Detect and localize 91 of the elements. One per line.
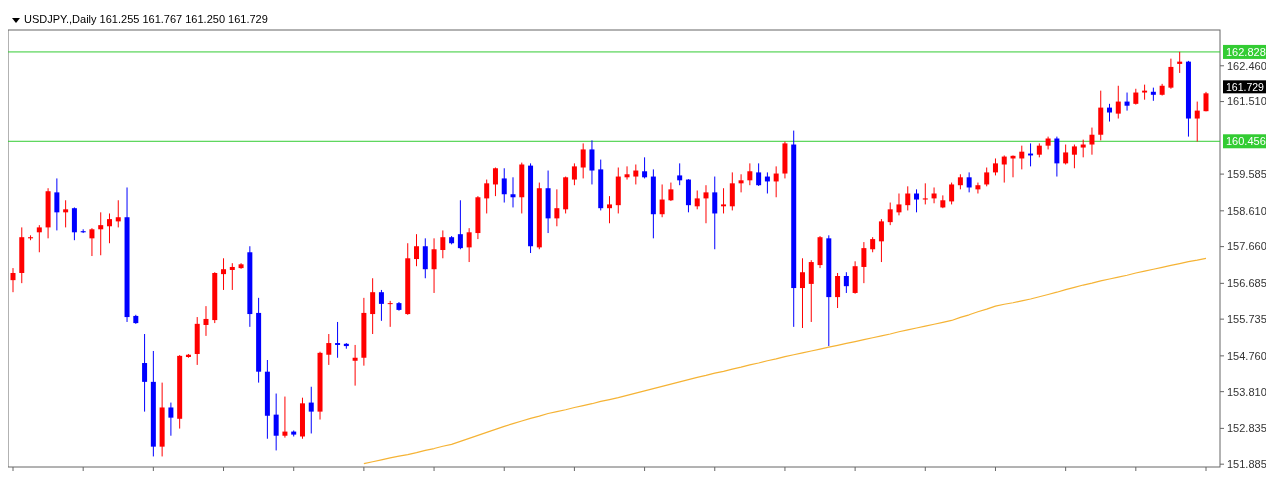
candlestick bbox=[843, 271, 849, 294]
y-tick-label: 155.735 bbox=[1227, 312, 1267, 325]
candlestick bbox=[808, 259, 814, 323]
ref-line-label: 160.456 bbox=[1226, 135, 1266, 148]
candlestick bbox=[896, 193, 902, 216]
candlestick bbox=[984, 167, 990, 187]
y-tick-label: 153.810 bbox=[1227, 385, 1267, 398]
candlestick bbox=[54, 177, 60, 231]
candlestick bbox=[931, 186, 937, 204]
candlestick bbox=[580, 142, 586, 179]
candlestick bbox=[168, 402, 174, 437]
candlestick bbox=[607, 195, 612, 224]
candlestick bbox=[949, 182, 955, 205]
candlestick bbox=[887, 202, 893, 226]
candlestick bbox=[466, 227, 472, 263]
candlestick bbox=[756, 162, 762, 187]
candlestick bbox=[642, 156, 648, 179]
candlestick bbox=[1124, 92, 1130, 112]
candlestick bbox=[659, 183, 665, 218]
candlestick bbox=[633, 163, 639, 185]
candlestick bbox=[1168, 58, 1174, 90]
candlestick bbox=[1071, 144, 1077, 169]
candlestick bbox=[98, 211, 104, 256]
candlestick bbox=[326, 333, 332, 366]
y-tick-label: 157.660 bbox=[1227, 240, 1267, 253]
candlestick bbox=[554, 188, 560, 227]
candlestick bbox=[484, 179, 490, 214]
y-tick-label: 154.760 bbox=[1227, 349, 1267, 362]
candlestick bbox=[624, 165, 630, 181]
candlestick bbox=[1177, 51, 1183, 74]
candlestick bbox=[589, 139, 595, 185]
candlestick bbox=[1089, 127, 1095, 156]
y-tick-label: 151.885 bbox=[1227, 458, 1267, 471]
candlestick bbox=[431, 237, 437, 294]
line-series bbox=[363, 257, 1207, 465]
candlestick bbox=[835, 272, 841, 309]
y-tick-label: 158.610 bbox=[1227, 204, 1267, 217]
y-tick-label: 159.585 bbox=[1227, 167, 1267, 180]
candlestick bbox=[571, 162, 577, 186]
candlestick bbox=[694, 189, 700, 210]
candlestick bbox=[914, 188, 920, 213]
candlestick bbox=[668, 182, 674, 202]
y-tick-label: 161.510 bbox=[1227, 95, 1267, 108]
candlestick bbox=[106, 212, 112, 244]
candlestick bbox=[335, 321, 341, 359]
candlestick bbox=[370, 277, 376, 335]
candlestick bbox=[878, 218, 884, 263]
candlestick bbox=[282, 396, 288, 439]
candlestick bbox=[229, 262, 235, 291]
candlestick bbox=[1194, 101, 1200, 143]
candlestick bbox=[203, 305, 209, 337]
candlestick bbox=[501, 167, 507, 204]
candlestick bbox=[861, 241, 867, 284]
candlestick bbox=[414, 233, 420, 267]
candlestick bbox=[747, 162, 753, 186]
candlestick bbox=[510, 176, 516, 208]
candlestick bbox=[221, 257, 227, 291]
chart-title: USDJPY.,Daily 161.255 161.767 161.250 161.729 bbox=[24, 13, 268, 25]
candlestick bbox=[440, 229, 446, 259]
candlestick bbox=[799, 257, 805, 329]
candlestick bbox=[905, 185, 911, 211]
candlestick bbox=[457, 199, 463, 250]
candlestick bbox=[89, 227, 95, 257]
candlestick bbox=[308, 386, 314, 434]
candlestick bbox=[966, 171, 972, 193]
candlestick bbox=[1115, 85, 1121, 120]
candlestick bbox=[36, 224, 42, 253]
candlestick bbox=[422, 237, 428, 279]
candlestick bbox=[738, 173, 744, 193]
candlestick bbox=[387, 300, 393, 328]
y-tick-label: 152.835 bbox=[1227, 422, 1267, 435]
y-tick-label: 156.685 bbox=[1227, 277, 1267, 290]
candlestick bbox=[10, 267, 16, 293]
candlestick bbox=[677, 162, 683, 186]
candlestick bbox=[721, 187, 727, 214]
candlestick bbox=[378, 289, 384, 322]
candlestick bbox=[492, 167, 498, 197]
candlestick bbox=[352, 344, 358, 387]
candlestick bbox=[922, 182, 928, 205]
candlestick bbox=[1063, 144, 1069, 165]
candlestick bbox=[703, 184, 709, 224]
candlestick bbox=[142, 333, 148, 413]
text: 161.729 bbox=[1226, 80, 1265, 93]
y-tick-label: 162.460 bbox=[1227, 59, 1267, 72]
ref-line-label: 162.828 bbox=[1226, 45, 1266, 58]
candlestick bbox=[273, 393, 279, 451]
candlestick bbox=[712, 176, 718, 250]
candlestick bbox=[729, 171, 735, 211]
candlestick bbox=[63, 199, 69, 228]
candlestick bbox=[115, 199, 121, 228]
candlestick bbox=[975, 182, 981, 194]
